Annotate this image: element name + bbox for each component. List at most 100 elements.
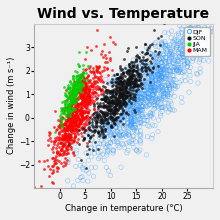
Point bbox=[126, 92, 130, 95]
Point bbox=[112, 95, 115, 98]
Point bbox=[115, 108, 119, 111]
Point bbox=[68, 121, 72, 125]
Point bbox=[125, 90, 128, 93]
Point bbox=[93, 146, 97, 150]
Point bbox=[167, 85, 171, 89]
Point bbox=[101, 89, 104, 93]
Point bbox=[108, 89, 112, 92]
Point bbox=[197, 26, 200, 29]
Point bbox=[131, 134, 135, 138]
Point bbox=[132, 80, 136, 84]
Point bbox=[139, 96, 142, 99]
Point bbox=[94, 129, 97, 133]
Point bbox=[102, 80, 105, 83]
Point bbox=[169, 56, 173, 59]
Point bbox=[131, 70, 134, 73]
Point bbox=[151, 64, 154, 67]
Point bbox=[67, 95, 71, 99]
Point bbox=[132, 68, 136, 72]
Point bbox=[173, 39, 177, 42]
Point bbox=[184, 34, 188, 38]
Point bbox=[109, 108, 112, 112]
Point bbox=[149, 112, 152, 115]
Point bbox=[157, 52, 161, 56]
Point bbox=[157, 118, 160, 122]
Point bbox=[108, 91, 111, 95]
Point bbox=[166, 82, 170, 86]
Point bbox=[198, 60, 201, 64]
Point bbox=[63, 94, 66, 97]
Point bbox=[169, 46, 173, 50]
Point bbox=[104, 56, 108, 60]
Point bbox=[89, 100, 93, 103]
Point bbox=[78, 123, 82, 126]
Point bbox=[110, 81, 113, 85]
Point bbox=[121, 76, 124, 79]
Point bbox=[88, 99, 92, 102]
Point bbox=[132, 114, 136, 118]
Point bbox=[139, 141, 142, 145]
Point bbox=[127, 90, 130, 93]
Point bbox=[117, 93, 120, 96]
Point bbox=[189, 80, 192, 83]
Point bbox=[64, 145, 67, 149]
Point bbox=[130, 117, 133, 121]
Point bbox=[149, 85, 152, 89]
Point bbox=[129, 85, 133, 89]
Point bbox=[131, 70, 135, 73]
Point bbox=[113, 102, 117, 105]
Point bbox=[131, 96, 134, 100]
Point bbox=[79, 86, 82, 89]
Point bbox=[108, 115, 111, 119]
Point bbox=[149, 83, 153, 87]
Point bbox=[69, 135, 73, 139]
Point bbox=[83, 92, 86, 95]
Point bbox=[130, 142, 134, 145]
Point bbox=[124, 89, 128, 93]
Point bbox=[197, 31, 201, 34]
Point bbox=[171, 53, 175, 56]
Point bbox=[108, 127, 112, 131]
Point bbox=[160, 84, 163, 88]
Point bbox=[69, 132, 73, 136]
Point bbox=[72, 98, 75, 101]
Point bbox=[128, 78, 131, 82]
Point bbox=[85, 117, 88, 120]
Point bbox=[180, 31, 183, 34]
Point bbox=[70, 125, 74, 128]
Point bbox=[81, 91, 84, 94]
Point bbox=[96, 105, 99, 109]
Point bbox=[184, 31, 187, 35]
Point bbox=[102, 96, 106, 100]
Point bbox=[85, 134, 89, 138]
Point bbox=[71, 83, 75, 87]
Point bbox=[149, 114, 152, 117]
Point bbox=[112, 112, 115, 115]
Point bbox=[76, 104, 79, 107]
Point bbox=[132, 101, 135, 104]
Point bbox=[73, 99, 77, 102]
Point bbox=[214, 38, 218, 41]
Point bbox=[62, 152, 66, 156]
Point bbox=[81, 84, 84, 87]
Point bbox=[108, 101, 112, 104]
Point bbox=[81, 93, 84, 97]
Point bbox=[163, 40, 167, 43]
Point bbox=[92, 130, 95, 134]
Point bbox=[81, 95, 85, 99]
Point bbox=[68, 79, 72, 82]
Point bbox=[118, 119, 122, 123]
Point bbox=[182, 59, 186, 62]
Point bbox=[87, 133, 90, 136]
Point bbox=[63, 134, 67, 138]
Point bbox=[117, 89, 121, 92]
Point bbox=[188, 37, 191, 40]
Point bbox=[114, 81, 118, 84]
Point bbox=[152, 60, 156, 64]
Point bbox=[97, 112, 101, 115]
Point bbox=[111, 148, 115, 152]
Point bbox=[94, 120, 98, 123]
Point bbox=[176, 43, 179, 47]
Point bbox=[148, 86, 151, 89]
Point bbox=[122, 57, 126, 61]
